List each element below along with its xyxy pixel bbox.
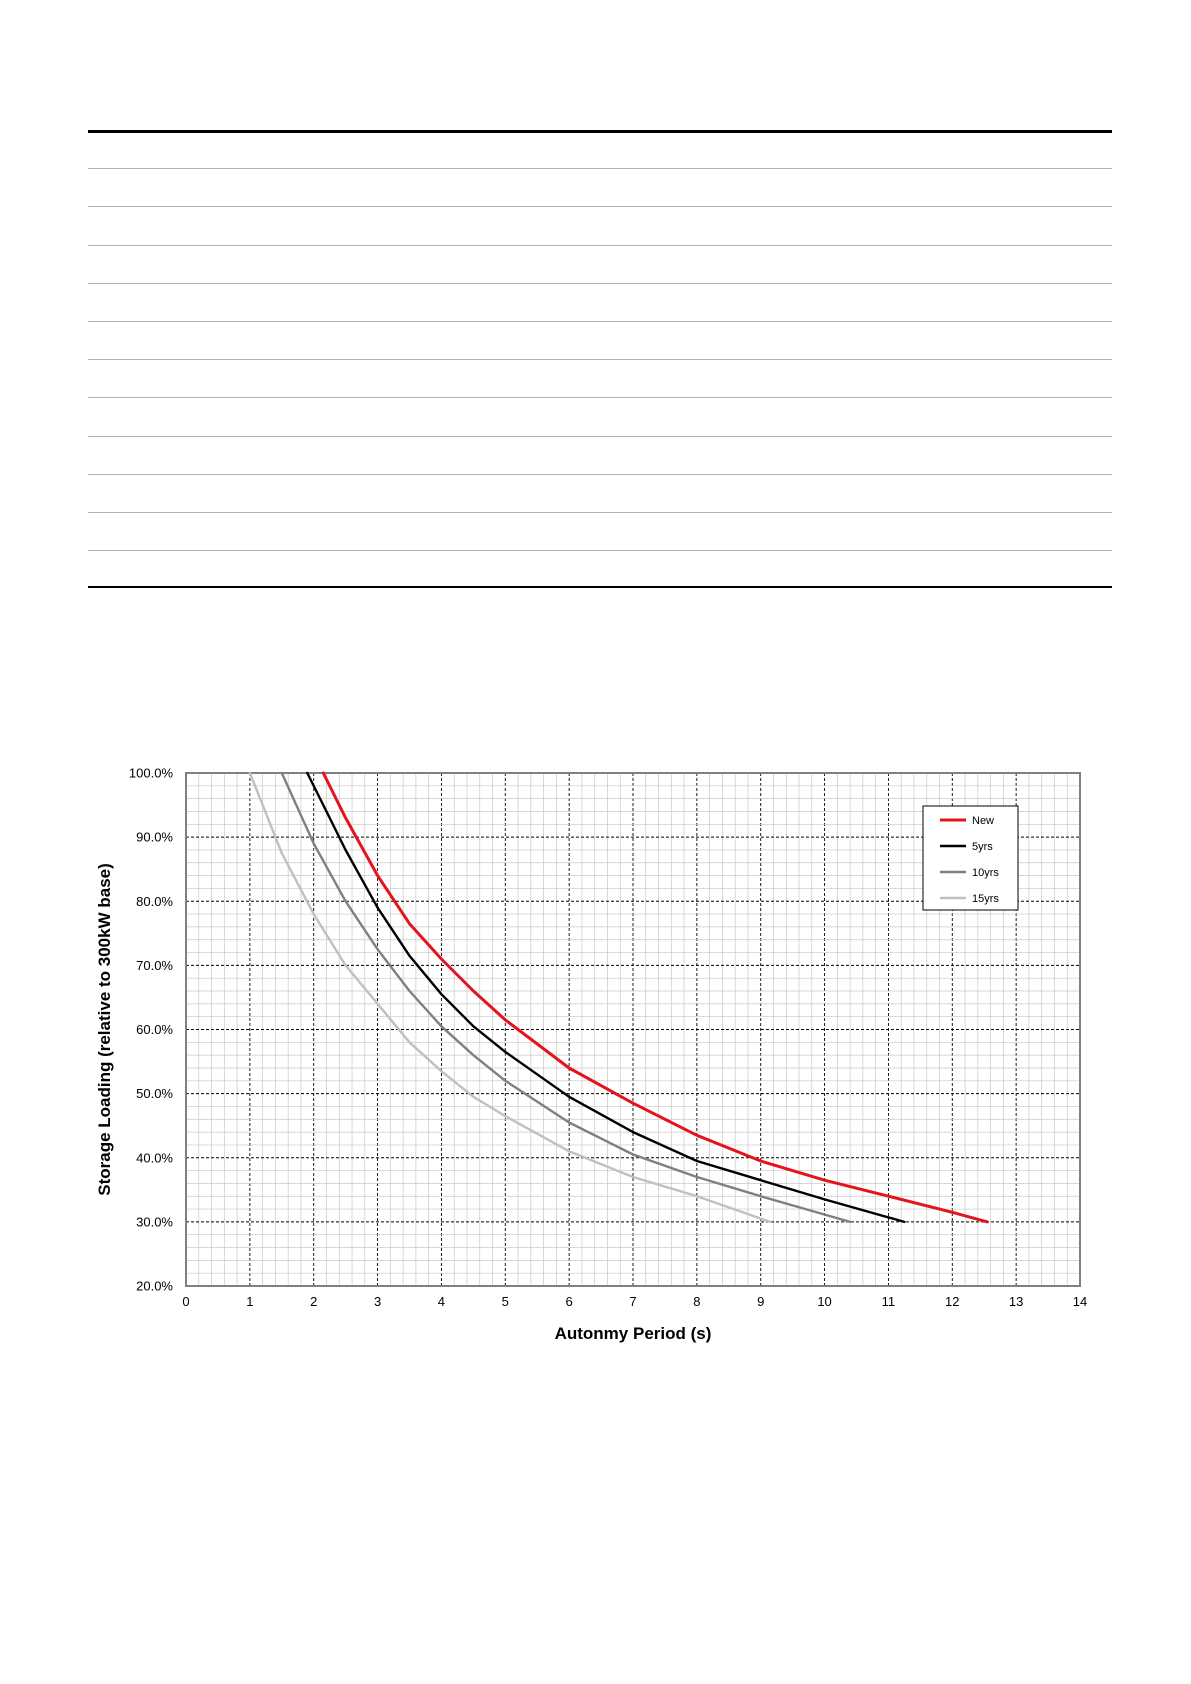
y-tick-label: 70.0% [136, 958, 173, 973]
line-chart: 0 1 2 3 4 5 6 7 8 9 10 11 12 13 1420.0%30.0%40.0%50.0%… [95, 766, 1087, 1344]
table-bottom-rule [88, 586, 1112, 589]
table-row-divider [88, 321, 1112, 322]
x-tick-label: 10 [817, 1294, 831, 1309]
x-tick-label: 9 [757, 1294, 764, 1309]
table-row-divider [88, 550, 1112, 552]
legend-label: New [972, 815, 994, 827]
y-tick-label: 90.0% [136, 830, 173, 845]
x-tick-label: 0 [182, 1294, 189, 1309]
y-tick-label: 40.0% [136, 1150, 173, 1165]
series-line-10yrs [280, 771, 852, 1224]
table-row-divider [88, 359, 1112, 361]
x-tick-label: 13 [1009, 1294, 1023, 1309]
y-tick-label: 100.0% [129, 766, 174, 781]
legend-label: 15yrs [972, 893, 999, 905]
series-lines [248, 771, 989, 1224]
axis-tick-labels: 0 1 2 3 4 5 6 7 8 9 10 11 12 13 1420.0%30.0%40.0%50.0%… [129, 766, 1087, 1310]
y-tick-label: 80.0% [136, 894, 173, 909]
x-axis-title: Autonmy Period (s) [555, 1324, 712, 1343]
table-row-divider [88, 473, 1112, 475]
y-tick-label: 30.0% [136, 1214, 173, 1229]
legend: New 5yrs 10yrs 15yrs [922, 805, 1019, 911]
x-tick-label: 14 [1073, 1294, 1087, 1309]
series-line-5yrs [306, 771, 906, 1224]
ruled-table [88, 130, 1112, 593]
x-tick-label: 4 [438, 1294, 445, 1309]
x-tick-label: 5 [502, 1294, 509, 1309]
legend-label: 10yrs [972, 867, 999, 879]
series-line-new [321, 771, 989, 1224]
series-line-15yrs [248, 771, 772, 1224]
table-row-divider [88, 397, 1112, 399]
legend-label: 5yrs [972, 841, 993, 853]
y-tick-label: 60.0% [136, 1022, 173, 1037]
x-tick-label: 1 [246, 1294, 253, 1309]
table-row-divider [88, 435, 1112, 437]
x-tick-label: 2 [310, 1294, 317, 1309]
x-tick-label: 12 [945, 1294, 959, 1309]
x-tick-label: 7 [629, 1294, 636, 1309]
table-row-divider [88, 168, 1112, 170]
x-tick-label: 3 [374, 1294, 381, 1309]
x-tick-label: 6 [566, 1294, 573, 1309]
table-top-rule [88, 130, 1112, 133]
x-tick-label: 8 [693, 1294, 700, 1309]
table-row-divider [88, 244, 1112, 246]
x-tick-label: 11 [882, 1294, 896, 1309]
y-tick-label: 20.0% [136, 1279, 173, 1294]
legend-box [922, 805, 1019, 911]
table-row-divider [88, 282, 1112, 284]
table-row-divider [88, 512, 1112, 513]
y-axis-title: Storage Loading (relative to 300kW base) [95, 863, 114, 1196]
table-row-divider [88, 206, 1112, 208]
y-tick-label: 50.0% [136, 1086, 173, 1101]
plot-area-frame [185, 772, 1081, 1287]
